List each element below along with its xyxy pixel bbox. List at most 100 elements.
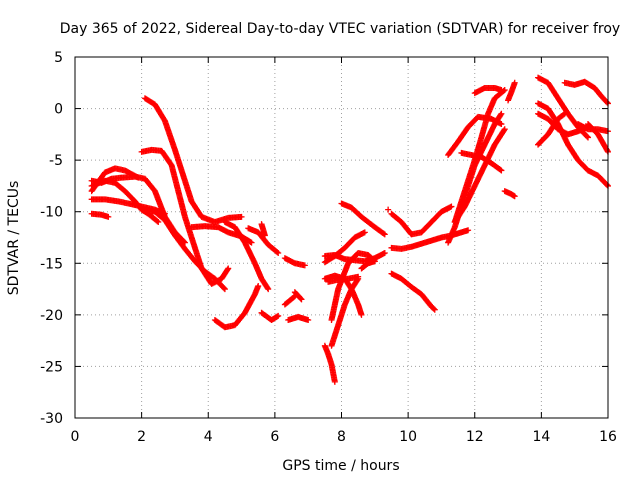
data-point: [371, 258, 378, 265]
data-point: [255, 282, 262, 289]
data-point: [361, 229, 368, 236]
data-point: [224, 266, 231, 273]
data-point: [290, 294, 297, 301]
data-point: [561, 110, 568, 117]
data-point: [498, 167, 505, 174]
data-point: [604, 182, 611, 189]
data-arc-arc-08: [138, 206, 228, 293]
data-point: [274, 249, 281, 256]
data-point: [221, 286, 228, 293]
data-point: [430, 305, 437, 312]
data-point: [238, 213, 245, 220]
data-point: [585, 134, 592, 141]
data-arc-arc-09: [188, 223, 255, 246]
chart-title: Day 365 of 2022, Sidereal Day-to-day VTE…: [60, 21, 620, 37]
data-point: [511, 79, 518, 86]
data-point: [301, 262, 308, 269]
data-arc-arc-31: [388, 227, 472, 252]
data-point: [498, 87, 505, 94]
y-tick-label: -20: [40, 308, 63, 324]
x-tick-label: 14: [532, 429, 550, 445]
grid-layer: [75, 57, 608, 418]
data-arc-arc-03: [88, 165, 142, 195]
data-arc-arc-22: [321, 249, 388, 265]
data-arc-arc-04: [88, 196, 168, 217]
data-layer: [88, 74, 611, 385]
x-axis-label: GPS time / hours: [282, 458, 399, 474]
data-point: [305, 317, 312, 324]
x-tick-label: 6: [270, 429, 279, 445]
data-point: [431, 306, 438, 313]
data-point: [161, 210, 168, 217]
x-tick-label: 4: [204, 429, 213, 445]
data-arc-arc-29: [388, 270, 438, 313]
data-point: [497, 111, 504, 118]
data-point: [298, 296, 305, 303]
data-point: [248, 239, 255, 246]
y-tick-label: -15: [40, 256, 63, 272]
data-point: [221, 285, 228, 292]
data-arc-arc-43: [535, 110, 568, 148]
data-point: [358, 311, 365, 318]
data-arc-arc-14: [258, 309, 282, 324]
data-arc-arc-36: [458, 149, 505, 174]
y-axis-label: SDTVAR / TECUs: [6, 181, 22, 296]
data-arc-arc-27: [358, 258, 378, 272]
data-point: [105, 213, 112, 220]
data-arc-arc-30: [388, 203, 455, 238]
x-tick-label: 0: [71, 429, 80, 445]
data-arc-arc-41: [535, 100, 611, 189]
data-point: [264, 285, 271, 292]
x-tick-label: 12: [466, 429, 484, 445]
data-point: [511, 193, 518, 200]
data-arc-arc-28: [385, 206, 392, 213]
data-point: [291, 293, 298, 300]
data-arc-arc-11: [221, 219, 272, 293]
y-tick-label: -5: [49, 153, 63, 169]
data-arc-arc-38: [505, 79, 518, 104]
data-arc-arc-25: [338, 200, 388, 238]
data-point: [381, 231, 388, 238]
data-point: [355, 273, 362, 280]
data-point: [275, 312, 282, 319]
data-point: [135, 174, 142, 181]
data-point: [465, 227, 472, 234]
data-point: [225, 265, 232, 272]
data-point: [501, 127, 508, 134]
data-point: [584, 133, 591, 140]
y-tick-label: -25: [40, 359, 63, 375]
x-tick-label: 8: [337, 429, 346, 445]
data-arc-arc-15: [281, 255, 308, 269]
x-tick-label: 10: [399, 429, 417, 445]
data-point: [261, 232, 268, 239]
data-point: [275, 249, 282, 256]
y-tick-label: 0: [54, 102, 63, 118]
data-point: [498, 110, 505, 117]
tick-layer: 0 2 4 6 8 10 12 14 16 -30 -25 -20 -15 -10 -5 0 5: [40, 50, 617, 445]
data-arc-arc-18: [281, 293, 298, 308]
data-arc-arc-26: [325, 273, 362, 285]
data-point: [498, 121, 505, 128]
data-point: [154, 218, 161, 225]
y-tick-label: -10: [40, 205, 63, 221]
y-tick-label: -30: [40, 411, 63, 427]
x-tick-label: 2: [137, 429, 146, 445]
data-point: [604, 99, 611, 106]
data-arc-arc-05: [88, 210, 112, 220]
data-point: [297, 295, 304, 302]
data-arc-arc-24: [321, 229, 368, 266]
data-arc-arc-16: [285, 313, 312, 324]
x-tick-label: 16: [599, 429, 617, 445]
data-arc-arc-39: [501, 188, 518, 200]
data-point: [497, 166, 504, 173]
data-point: [380, 230, 387, 237]
data-arc-arc-13: [258, 221, 268, 239]
data-arc-arc-19: [321, 342, 338, 385]
data-point: [265, 286, 272, 293]
data-point: [385, 206, 392, 213]
data-arc-arc-44: [561, 78, 611, 107]
y-tick-label: 5: [54, 50, 63, 66]
data-arc-arc-06: [141, 95, 245, 226]
